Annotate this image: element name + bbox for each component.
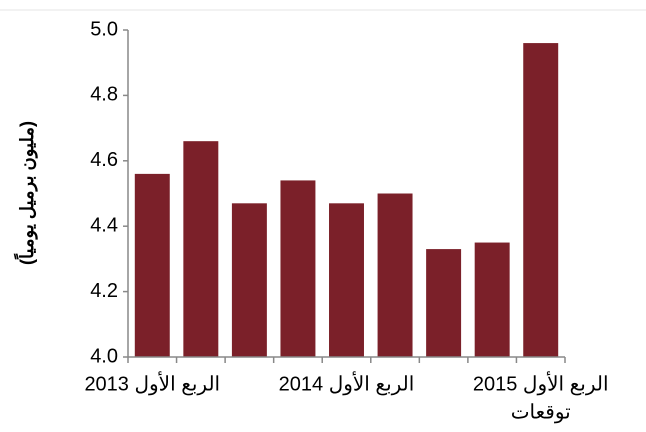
bar <box>474 242 510 357</box>
bar <box>426 249 462 357</box>
bar <box>280 180 316 357</box>
x-tick-label: الربع الأول 2013 <box>84 370 220 395</box>
y-tick-label: 4.2 <box>90 280 118 302</box>
y-tick-label: 5.0 <box>90 18 118 40</box>
annotation: توقعات <box>511 401 571 423</box>
y-tick-label: 4.4 <box>90 214 118 236</box>
y-tick-label: 4.0 <box>90 345 118 367</box>
x-tick-label: الربع الأول 2015 <box>473 370 609 395</box>
y-axis-label: (مليون برميل يومياً) <box>13 121 38 265</box>
bar <box>134 173 170 357</box>
y-tick-label: 4.6 <box>90 149 118 171</box>
bar <box>329 203 364 357</box>
bar <box>523 43 559 358</box>
x-tick-label: الربع الأول 2014 <box>279 370 415 395</box>
bar <box>183 141 219 357</box>
bar <box>231 203 267 357</box>
bar <box>377 193 413 357</box>
y-tick-label: 4.8 <box>90 84 118 106</box>
